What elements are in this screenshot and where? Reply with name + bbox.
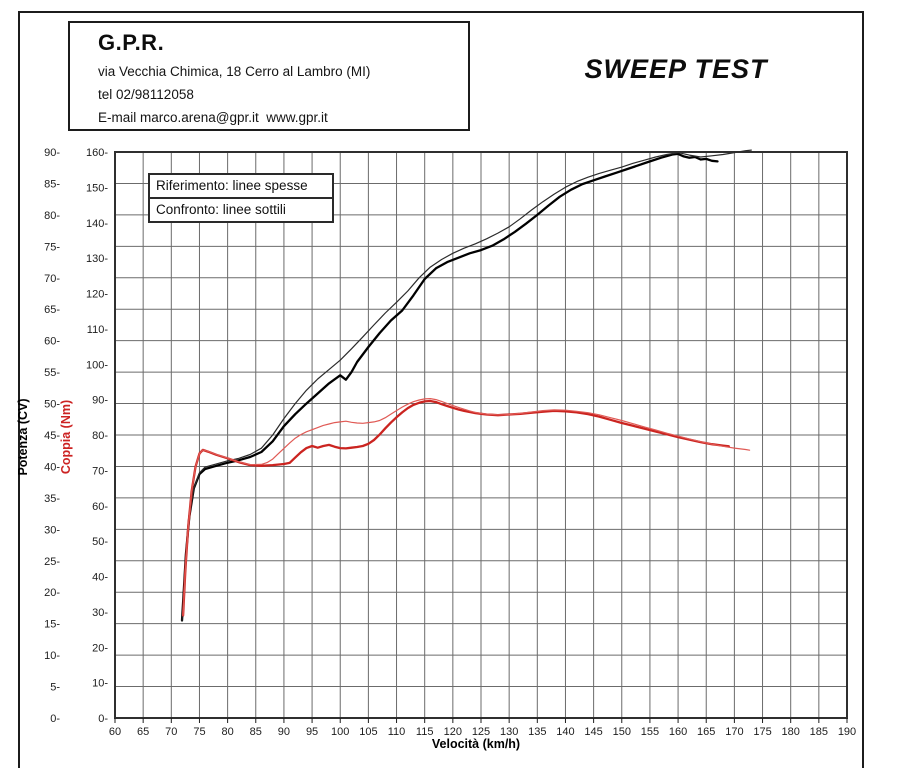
legend-box: Riferimento: linee spesse Confronto: lin… (148, 173, 334, 223)
company-name: G.P.R. (98, 30, 165, 55)
power-tick-label-65: 65- (44, 304, 60, 316)
page-title: SWEEP TEST (584, 54, 768, 84)
torque-tick-label-120: 120- (86, 289, 108, 301)
x-tick-label-120: 120 (444, 726, 462, 738)
data-series (180, 149, 752, 622)
x-tick-label-125: 125 (472, 726, 490, 738)
company-phone: tel 02/98112058 (98, 87, 194, 102)
torque-tick-label-80: 80- (92, 430, 108, 442)
x-tick-label-90: 90 (278, 726, 290, 738)
x-tick-label-190: 190 (838, 726, 856, 738)
torque-reference-curve (181, 399, 730, 617)
x-tick-label-150: 150 (613, 726, 631, 738)
power-tick-label-40: 40- (44, 461, 60, 473)
company-email: E-mail marco.arena@gpr.it www.gpr.it (98, 110, 328, 125)
power-tick-label-5: 5- (50, 682, 60, 694)
torque-tick-label-0: 0- (98, 713, 108, 725)
power-comparison-curve (181, 149, 752, 622)
power-tick-label-20: 20- (44, 587, 60, 599)
axis-ticks-and-labels: 60 65 70 75 80 85 90 95 100 105 110 115 120 125 130 135… (44, 147, 856, 738)
torque-tick-label-110: 110- (87, 324, 109, 336)
power-tick-label-45: 45- (44, 430, 60, 442)
x-tick-label-180: 180 (782, 726, 800, 738)
x-tick-label-75: 75 (193, 726, 205, 738)
grid-lines (114, 151, 848, 719)
x-tick-label-140: 140 (556, 726, 574, 738)
x-tick-label-145: 145 (584, 726, 602, 738)
x-tick-label-185: 185 (810, 726, 828, 738)
power-tick-label-25: 25- (44, 556, 60, 568)
company-address: via Vecchia Chimica, 18 Cerro al Lambro … (98, 64, 371, 79)
company-info-box: G.P.R. via Vecchia Chimica, 18 Cerro al … (68, 21, 470, 131)
torque-tick-label-160: 160- (86, 147, 108, 159)
power-tick-label-75: 75- (44, 241, 60, 253)
x-tick-label-135: 135 (528, 726, 546, 738)
x-tick-label-60: 60 (109, 726, 121, 738)
power-tick-label-80: 80- (44, 210, 60, 222)
x-tick-label-80: 80 (221, 726, 233, 738)
x-tick-label-165: 165 (697, 726, 715, 738)
x-axis-title: Velocità (km/h) (432, 737, 520, 751)
power-tick-label-10: 10- (44, 650, 60, 662)
torque-tick-label-130: 130- (86, 253, 108, 265)
torque-tick-label-100: 100- (86, 359, 108, 371)
x-tick-label-170: 170 (725, 726, 743, 738)
torque-tick-label-40: 40- (92, 572, 108, 584)
torque-tick-label-50: 50- (92, 536, 108, 548)
torque-tick-label-70: 70- (92, 465, 108, 477)
x-tick-label-85: 85 (250, 726, 262, 738)
x-tick-label-160: 160 (669, 726, 687, 738)
power-reference-curve (180, 152, 719, 622)
power-tick-label-55: 55- (44, 367, 60, 379)
torque-comparison-curve (182, 398, 751, 616)
torque-axis-title: Coppia (Nm) (59, 400, 73, 474)
torque-tick-label-10: 10- (92, 678, 108, 690)
x-tick-label-175: 175 (753, 726, 771, 738)
power-tick-label-30: 30- (44, 524, 60, 536)
torque-tick-label-90: 90- (92, 395, 108, 407)
power-tick-label-50: 50- (44, 399, 60, 411)
power-tick-label-35: 35- (44, 493, 60, 505)
power-tick-label-70: 70- (44, 273, 60, 285)
x-tick-label-105: 105 (359, 726, 377, 738)
legend-comparison-row: Confronto: linee sottili (150, 197, 332, 221)
torque-tick-label-140: 140- (86, 218, 108, 230)
x-tick-label-110: 110 (388, 726, 406, 738)
x-tick-label-65: 65 (137, 726, 149, 738)
power-axis-title: Potenza (CV) (16, 398, 30, 475)
page-outer-frame (18, 11, 864, 768)
x-tick-label-95: 95 (306, 726, 318, 738)
x-tick-label-100: 100 (331, 726, 349, 738)
torque-tick-label-60: 60- (92, 501, 108, 513)
x-tick-label-130: 130 (500, 726, 518, 738)
legend-reference-row: Riferimento: linee spesse (156, 178, 308, 193)
power-tick-label-15: 15- (44, 619, 60, 631)
x-tick-label-155: 155 (641, 726, 659, 738)
power-tick-label-90: 90- (44, 147, 60, 159)
power-tick-label-85: 85- (44, 178, 60, 190)
power-tick-label-0: 0- (50, 713, 60, 725)
x-tick-label-115: 115 (416, 726, 434, 738)
torque-tick-label-30: 30- (92, 607, 108, 619)
x-tick-label-70: 70 (165, 726, 177, 738)
power-tick-label-60: 60- (44, 336, 60, 348)
torque-tick-label-20: 20- (92, 642, 108, 654)
torque-tick-label-150: 150- (86, 182, 108, 194)
